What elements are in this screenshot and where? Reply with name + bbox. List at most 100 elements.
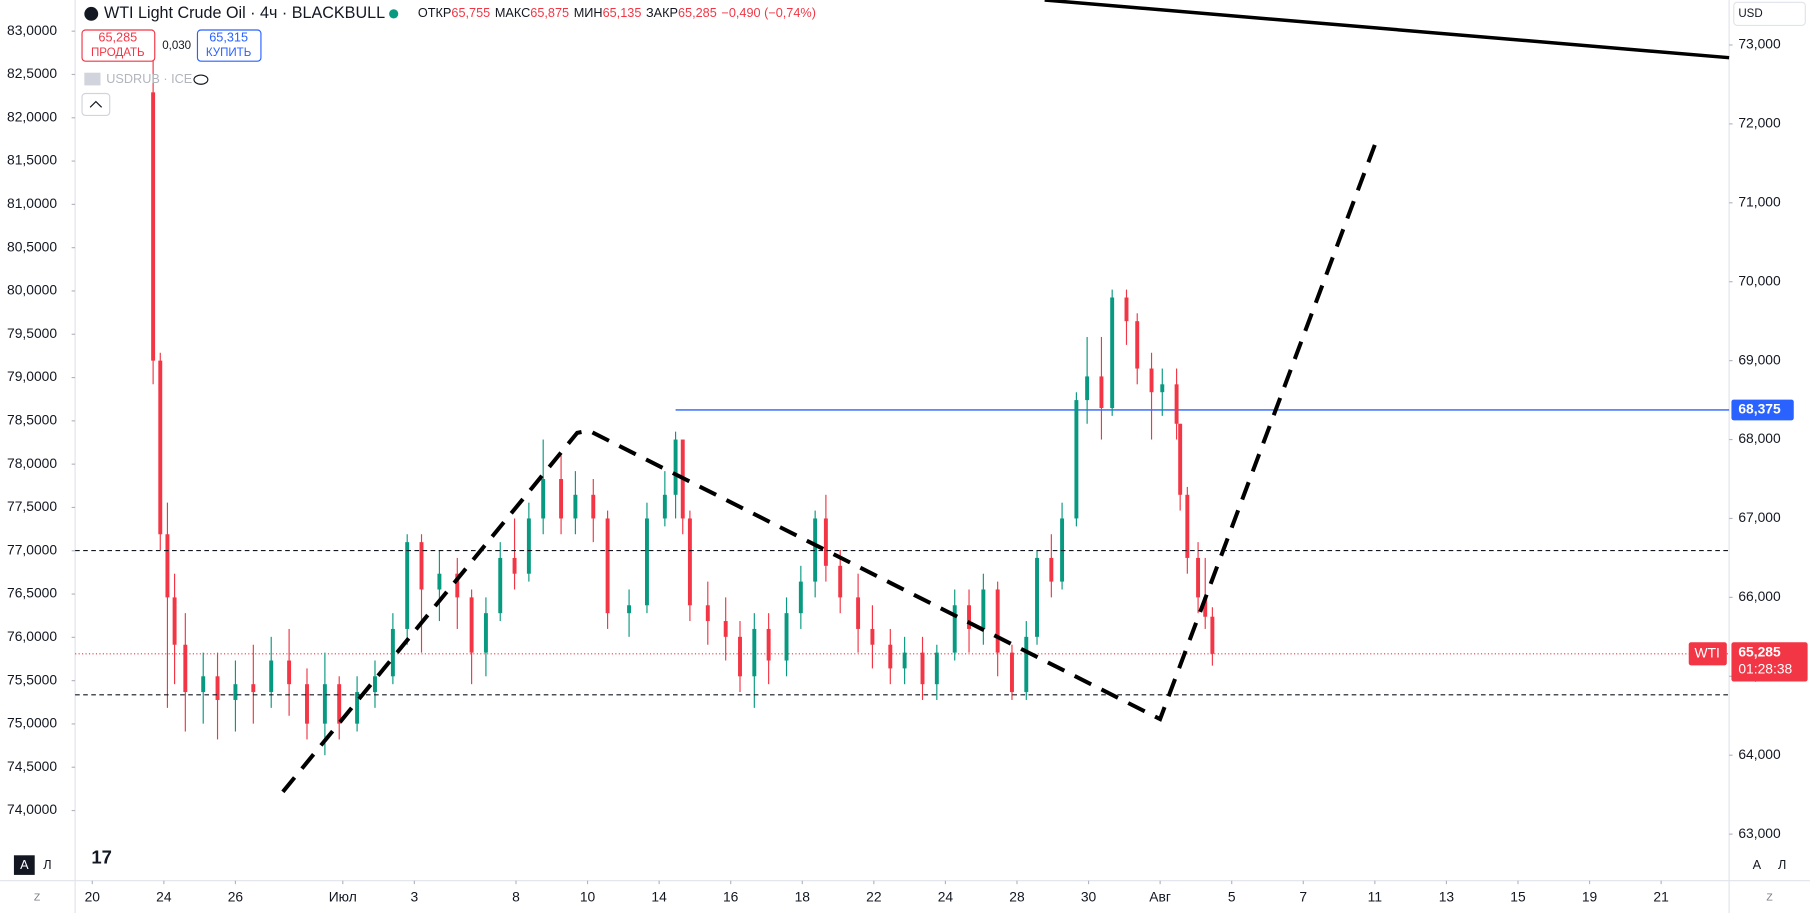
candle-body (201, 676, 206, 693)
currency-button[interactable] (1733, 1, 1806, 26)
last-price-label: 65,285 (1738, 643, 1781, 659)
candle-body (1210, 616, 1215, 654)
candle-body (798, 581, 803, 614)
pattern-drawing (281, 141, 1378, 794)
log-scale-label[interactable]: Л (1778, 858, 1786, 872)
ohlc-label: МИН (574, 6, 603, 20)
zoom-icon[interactable]: Z (34, 893, 41, 904)
symbol-icon (84, 6, 99, 21)
market-status (389, 9, 399, 19)
y2-tick-label: 72,000 (1738, 115, 1781, 131)
candle-body (1196, 557, 1201, 598)
candle-body (1049, 557, 1054, 582)
sell-price: 65,285 (98, 30, 137, 44)
candle-body (1099, 376, 1104, 408)
candle-body (1085, 376, 1090, 401)
candle-body (390, 628, 395, 677)
currency-label: USD (1738, 8, 1762, 20)
auto-scale-label[interactable]: A (1753, 858, 1762, 872)
ohlc-label: ЗАКР (646, 6, 678, 20)
candle-body (469, 597, 474, 653)
candle-body (888, 644, 893, 669)
hline-price-tag (1731, 399, 1794, 421)
candle-body (512, 557, 517, 574)
y-tick-label: 78,0000 (7, 455, 57, 471)
candle-body (673, 439, 678, 495)
ohlc-value: 65,875 (530, 6, 569, 20)
x-tick-label: 5 (1228, 889, 1236, 905)
candle-body (498, 557, 503, 614)
y2-tick-label: 69,000 (1738, 351, 1781, 367)
candle-body (1074, 400, 1079, 519)
buy-button[interactable] (196, 29, 262, 62)
auto-scale-label: A (20, 858, 29, 872)
candle-body (920, 652, 925, 685)
x-tick-label: Июл (329, 889, 357, 905)
x-tick-label: 13 (1439, 889, 1455, 905)
x-tick-label: 14 (651, 889, 667, 905)
candle-body (437, 573, 442, 590)
compare-symbol[interactable]: USDRUB · ICE (106, 72, 192, 86)
auto-scale-button[interactable] (13, 855, 35, 875)
y-tick-label: 79,0000 (7, 368, 57, 384)
y2-tick-label: 64,000 (1738, 746, 1781, 762)
candle-body (559, 479, 564, 519)
candle-body (591, 494, 596, 519)
y-tick-label: 75,0000 (7, 715, 57, 731)
x-tick-label: 21 (1653, 889, 1669, 905)
candle-body (934, 652, 939, 685)
y-tick-label: 77,0000 (7, 541, 57, 557)
candle-body (158, 360, 163, 535)
candle-body (627, 605, 632, 614)
x-tick-label: 20 (85, 889, 101, 905)
zoom-icon[interactable]: Z (1766, 893, 1773, 904)
hide-icon[interactable] (193, 74, 209, 85)
candle-body (1149, 368, 1154, 393)
candle-body (823, 518, 828, 566)
x-tick-label: 10 (580, 889, 596, 905)
candle-body (541, 479, 546, 519)
spread: 0,030 (162, 40, 191, 52)
y-tick-label: 76,5000 (7, 585, 57, 601)
sell-button[interactable] (81, 29, 156, 62)
candle-body (1024, 636, 1029, 693)
plot (75, 44, 1730, 756)
y2-tick-label: 70,000 (1738, 272, 1781, 288)
candle-body (251, 684, 256, 693)
candle-body (705, 605, 710, 622)
y-tick-label: 82,5000 (7, 65, 57, 81)
y-tick-label: 82,0000 (7, 108, 57, 124)
sell-label: ПРОДАТЬ (91, 47, 145, 59)
candle-body (766, 628, 771, 661)
candle-body (644, 518, 649, 606)
change-value: −0,490 (−0,74%) (721, 6, 816, 20)
candle-body (1035, 557, 1039, 637)
collapse-icon (89, 100, 103, 108)
countdown-label: 01:28:38 (1738, 661, 1792, 677)
log-scale-label[interactable]: Л (43, 858, 51, 872)
candle-body (662, 494, 667, 519)
flag-icon (84, 72, 101, 86)
candle-body (902, 652, 907, 669)
x-tick-label: 15 (1510, 889, 1526, 905)
y-tick-label: 79,5000 (7, 325, 57, 341)
candle-body (526, 518, 531, 574)
y-tick-label: 76,0000 (7, 628, 57, 644)
x-tick-label: 8 (512, 889, 520, 905)
ohlc-value: 65,285 (678, 6, 717, 20)
candle-body (723, 621, 728, 637)
x-tick-label: 30 (1081, 889, 1097, 905)
candle-body (322, 684, 327, 724)
candle-body (373, 676, 377, 693)
candle-body (967, 605, 971, 629)
candle-body (687, 518, 692, 606)
x-tick-label: Авг (1149, 889, 1171, 905)
candle-body (165, 534, 170, 598)
y2-tick-label: 71,000 (1738, 193, 1781, 209)
candle-body (1135, 321, 1140, 369)
candle-body (455, 573, 460, 598)
collapse-button[interactable] (81, 92, 111, 117)
ohlc-value: 65,755 (451, 6, 490, 20)
